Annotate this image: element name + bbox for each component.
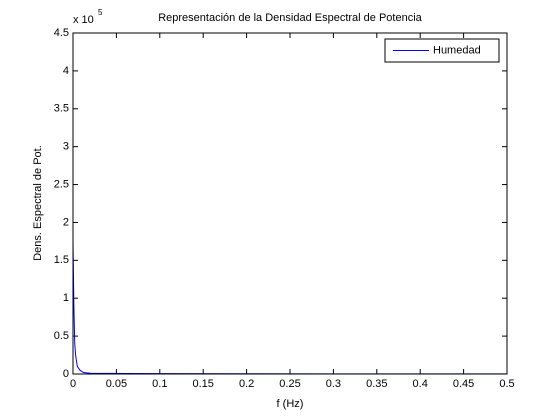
y-tick-label: 3.5 (54, 103, 69, 115)
y-axis-label: Dens. Espectral de Pot. (32, 145, 44, 261)
x-tick-label: 0.4 (413, 378, 428, 390)
y-tick-label: 4.5 (54, 27, 69, 39)
x-tick-label: 0.05 (106, 378, 127, 390)
x-tick-label: 0.45 (453, 378, 474, 390)
y-tick-label: 2.5 (54, 178, 69, 190)
y-tick-label: 1 (63, 292, 69, 304)
x-tick-label: 0.3 (326, 378, 341, 390)
x-tick-label: 0.5 (499, 378, 514, 390)
y-tick-label: 0.5 (54, 330, 69, 342)
x-tick-label: 0 (70, 378, 76, 390)
legend-label: Humedad (433, 44, 481, 56)
y-tick-label: 4 (63, 65, 69, 77)
y-tick-label: 1.5 (54, 254, 69, 266)
x-axis-label: f (Hz) (277, 398, 304, 410)
y-multiplier-exponent: 5 (98, 8, 103, 17)
x-tick-label: 0.35 (366, 378, 387, 390)
legend-box (384, 38, 500, 63)
x-tick-label: 0.2 (239, 378, 254, 390)
x-tick-label: 0.25 (279, 378, 300, 390)
chart-title: Representación de la Densidad Espectral … (158, 12, 422, 24)
plot-frame (72, 32, 508, 375)
x-tick-label: 0.15 (192, 378, 213, 390)
y-tick-label: 3 (63, 141, 69, 153)
y-multiplier: x 10 (73, 14, 94, 26)
y-tick-label: 0 (63, 368, 69, 380)
x-tick-label: 0.1 (152, 378, 167, 390)
y-tick-label: 2 (63, 216, 69, 228)
